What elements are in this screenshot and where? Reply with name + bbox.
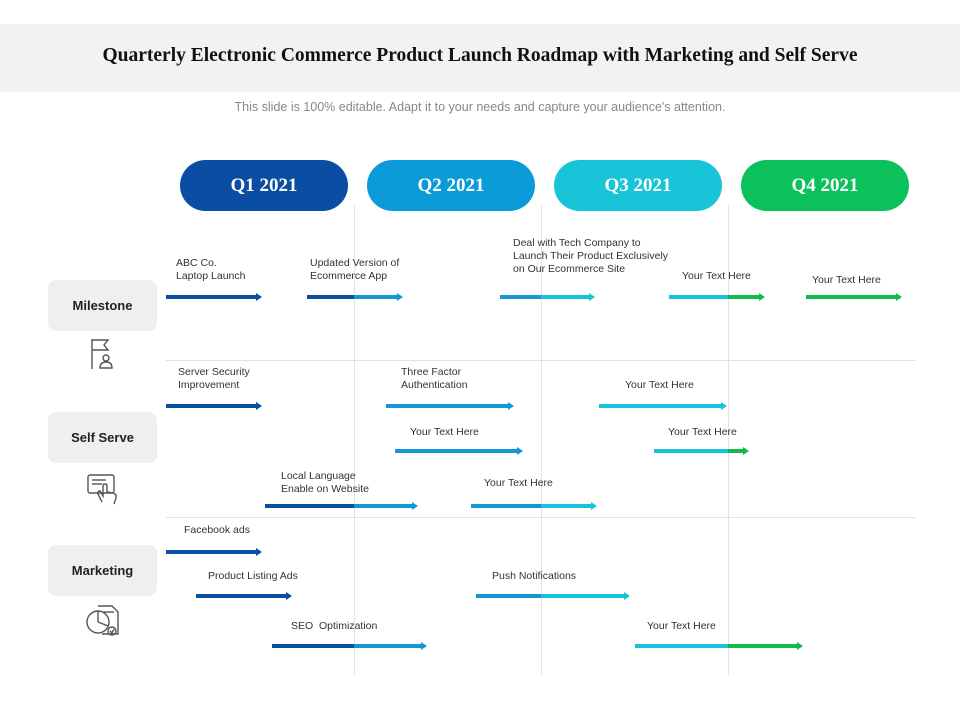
item-label: Your Text Here (682, 270, 751, 282)
timeline-bar (166, 548, 262, 556)
timeline-bar (500, 293, 595, 301)
item-label: Updated Version of Ecommerce App (310, 257, 400, 282)
timeline-bar (806, 293, 902, 301)
item-label: SEO Optimization (291, 620, 378, 632)
timeline-bar (471, 502, 597, 510)
item-label: Facebook ads (184, 524, 250, 536)
flag-person-icon (91, 339, 113, 369)
timeline-bar (654, 447, 749, 455)
item-label: Push Notifications (492, 570, 577, 582)
quarter-divider-3 (728, 205, 729, 675)
item-label: Deal with Tech Company to Launch Their P… (513, 237, 669, 275)
timeline-bar (272, 642, 427, 650)
page-title: Quarterly Electronic Commerce Product La… (102, 45, 858, 66)
item-label: Server Security Improvement (178, 366, 250, 391)
timeline-bar (635, 642, 803, 650)
item-label: Your Text Here (410, 426, 479, 438)
row-divider-2 (166, 517, 916, 518)
item-label: Your Text Here (625, 379, 694, 391)
timeline-bar (196, 592, 292, 600)
timeline-bar (395, 447, 523, 455)
title-band (0, 24, 960, 92)
timeline-bar (386, 402, 514, 410)
timeline-bar (599, 402, 727, 410)
touch-screen-icon (87, 474, 117, 505)
timeline-bar (265, 502, 418, 510)
category-milestone: Milestone (48, 280, 157, 331)
quarter-q4: Q4 2021 (741, 160, 909, 211)
row-divider-1 (166, 360, 916, 361)
timeline-bar (476, 592, 630, 600)
timeline-bar (166, 293, 262, 301)
page-subtitle: This slide is 100% editable. Adapt it to… (234, 100, 726, 114)
item-label: Your Text Here (668, 426, 737, 438)
item-label: Three Factor Authentication (401, 366, 468, 391)
timeline-bar (669, 293, 765, 301)
item-label: Local Language Enable on Website (281, 470, 369, 495)
quarter-q1: Q1 2021 (180, 160, 348, 211)
quarter-divider-2 (541, 205, 542, 675)
pie-chart-report-icon (86, 605, 119, 636)
timeline-bar (166, 402, 262, 410)
item-label: Your Text Here (647, 620, 716, 632)
quarter-q2: Q2 2021 (367, 160, 535, 211)
category-marketing: Marketing (48, 545, 157, 596)
quarter-q3: Q3 2021 (554, 160, 722, 211)
timeline-bar (307, 293, 403, 301)
category-self-serve: Self Serve (48, 412, 157, 463)
item-label: Your Text Here (484, 477, 553, 489)
quarter-divider-1 (354, 205, 355, 675)
item-label: Product Listing Ads (208, 570, 298, 582)
item-label: Your Text Here (812, 274, 881, 286)
item-label: ABC Co. Laptop Launch (176, 257, 246, 282)
